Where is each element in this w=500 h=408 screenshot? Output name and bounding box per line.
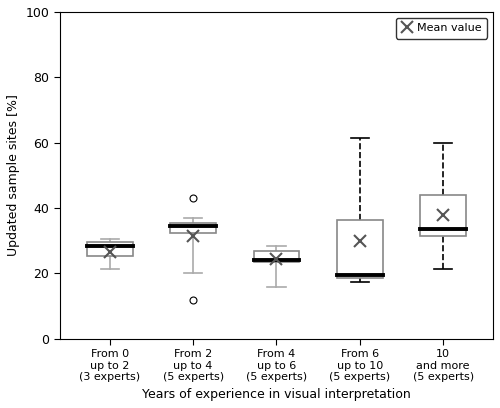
Y-axis label: Updated sample sites [%]: Updated sample sites [%] xyxy=(7,95,20,256)
Legend: Mean value: Mean value xyxy=(396,18,488,39)
X-axis label: Years of experience in visual interpretation: Years of experience in visual interpreta… xyxy=(142,388,411,401)
FancyBboxPatch shape xyxy=(420,195,466,236)
FancyBboxPatch shape xyxy=(170,223,216,233)
FancyBboxPatch shape xyxy=(337,220,382,278)
FancyBboxPatch shape xyxy=(87,242,132,255)
FancyBboxPatch shape xyxy=(254,251,300,262)
